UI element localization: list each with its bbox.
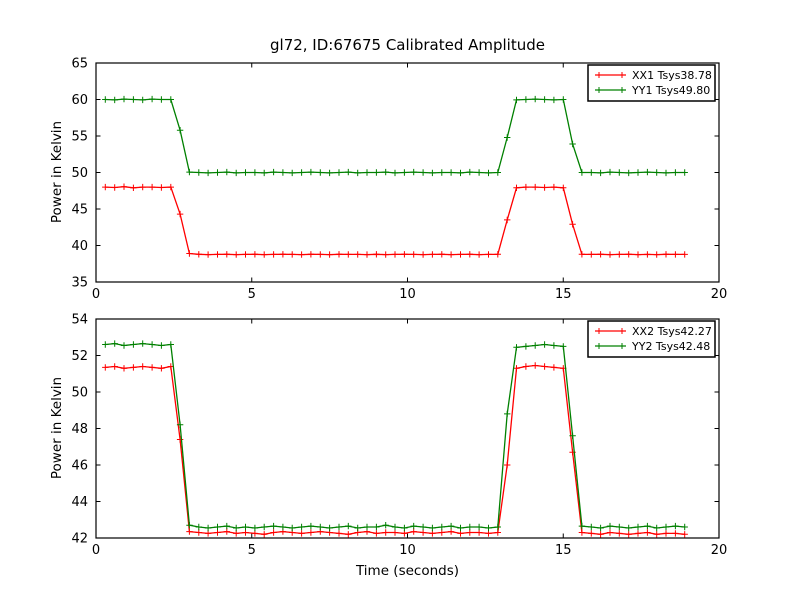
series-line-xx2 [105, 364, 685, 535]
y-axis-label-top: Power in Kelvin [49, 120, 65, 224]
x-tick-label: 0 [92, 543, 100, 558]
y-tick-label: 50 [71, 166, 88, 181]
x-tick-label: 20 [711, 287, 728, 302]
y-tick-label: 48 [71, 422, 88, 437]
y-tick-label: 50 [71, 386, 88, 401]
x-tick-label: 10 [399, 543, 416, 558]
series-line-yy1 [105, 98, 685, 174]
subplot-top: 0 5 10 15 20 35 40 45 50 55 60 65 XX1 Tsys38.78 YY1 T… [71, 57, 727, 303]
legend-label-xx2: XX2 Tsys42.27 [632, 325, 712, 338]
series-line-xx1 [105, 186, 685, 256]
y-axis-label-bottom: Power in Kelvin [49, 376, 65, 480]
x-tick-label: 0 [92, 287, 100, 302]
series-markers-xx2 [102, 362, 688, 538]
y-tick-label: 35 [71, 276, 88, 291]
legend: XX1 Tsys38.78 YY1 Tsys49.80 [587, 64, 716, 102]
legend-label-yy2: YY2 Tsys42.48 [631, 340, 710, 353]
series-line-yy2 [105, 342, 685, 529]
legend-sample-marker [596, 343, 625, 349]
x-tick-label: 5 [248, 543, 256, 558]
x-axis-label: Time (seconds) [355, 563, 460, 579]
legend-label-xx1: XX1 Tsys38.78 [632, 69, 712, 82]
x-tick-label: 15 [555, 287, 572, 302]
x-tick-label: 15 [555, 543, 572, 558]
x-tick-label: 10 [399, 287, 416, 302]
y-tick-label: 46 [71, 459, 88, 474]
y-tick-label: 52 [71, 349, 88, 364]
legend-sample-marker [596, 328, 625, 334]
y-tick-label: 40 [71, 239, 88, 254]
legend-sample-marker [596, 72, 625, 78]
legend: XX2 Tsys42.27 YY2 Tsys42.48 [587, 320, 716, 358]
subplot-bottom: 0 5 10 15 20 42 44 46 48 50 52 54 XX2 Tsys42.27 YY2 T… [71, 313, 727, 559]
legend-label-yy1: YY1 Tsys49.80 [631, 84, 710, 97]
legend-box [587, 320, 716, 358]
y-tick-label: 55 [71, 130, 88, 145]
legend-box [587, 64, 716, 102]
x-tick-label: 20 [711, 543, 728, 558]
legend-sample-marker [596, 87, 625, 93]
y-tick-label: 65 [71, 57, 88, 72]
y-tick-label: 45 [71, 203, 88, 218]
y-tick-label: 54 [71, 313, 88, 328]
y-tick-label: 44 [71, 495, 88, 510]
y-tick-label: 60 [71, 93, 88, 108]
x-tick-label: 5 [248, 287, 256, 302]
series-markers-yy1 [102, 95, 688, 177]
series-markers-xx1 [102, 183, 688, 258]
series-markers-yy2 [102, 340, 688, 532]
y-tick-label: 42 [71, 532, 88, 547]
chart-title: gl72, ID:67675 Calibrated Amplitude [270, 36, 545, 54]
